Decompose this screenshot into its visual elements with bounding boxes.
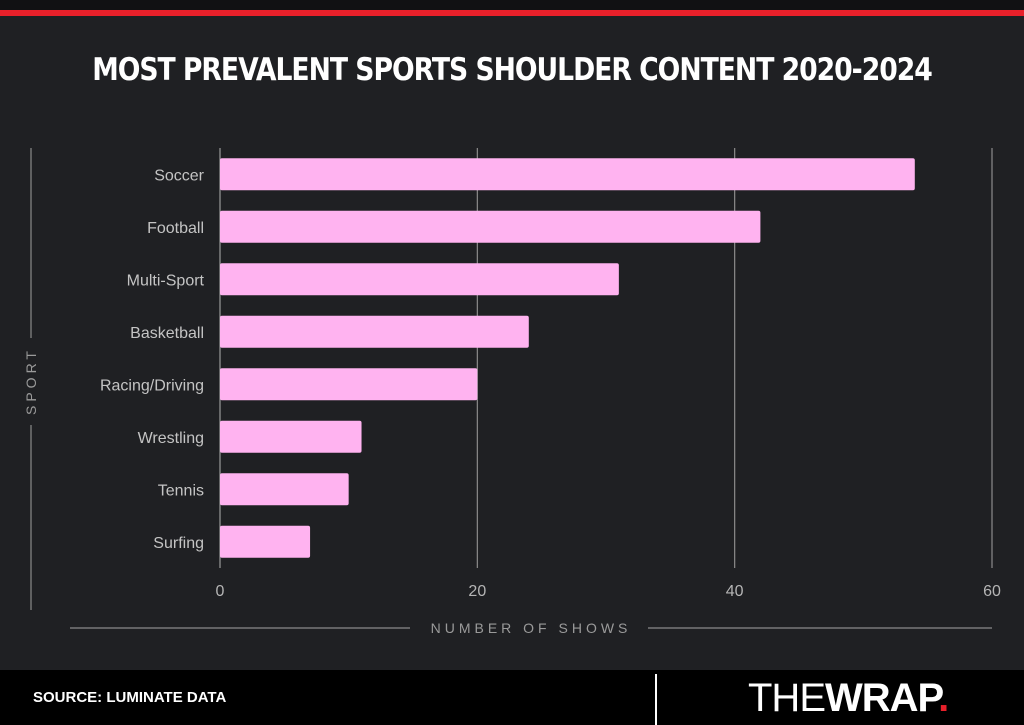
category-labels: Soccer Football Multi-Sport Basketball Racin… xyxy=(100,167,205,552)
category-label: Basketball xyxy=(130,325,204,342)
y-axis-title: SPORT xyxy=(23,347,39,415)
category-label: Wrestling xyxy=(138,430,204,447)
x-tick-label: 60 xyxy=(983,583,1001,600)
bars xyxy=(220,158,915,558)
category-label: Soccer xyxy=(154,167,204,184)
bar-football xyxy=(220,210,761,243)
bar-multi-sport xyxy=(220,263,619,296)
bar-racing-driving xyxy=(220,368,478,401)
bar-tennis xyxy=(220,473,349,506)
source-credit: SOURCE: LUMINATE DATA xyxy=(33,689,227,706)
x-tick-label: 20 xyxy=(468,583,486,600)
x-tick-label: 40 xyxy=(726,583,744,600)
red-accent-bar xyxy=(0,10,1024,16)
x-tick-label: 0 xyxy=(216,583,225,600)
bar-basketball xyxy=(220,315,529,348)
bar-soccer xyxy=(220,158,915,191)
thewrap-logo[interactable]: THEWRAP. xyxy=(748,676,949,720)
chart-title: MOST PREVALENT SPORTS SHOULDER CONTENT 2… xyxy=(92,52,933,88)
category-label: Racing/Driving xyxy=(100,377,204,394)
x-axis-title: NUMBER OF SHOWS xyxy=(431,620,632,636)
top-strip xyxy=(0,0,1024,10)
footer-divider xyxy=(655,674,657,725)
bar-chart: Soccer Football Multi-Sport Basketball Racin… xyxy=(23,148,1001,636)
category-label: Tennis xyxy=(158,482,204,499)
category-label: Football xyxy=(147,220,204,237)
bar-surfing xyxy=(220,525,311,558)
bar-wrestling xyxy=(220,420,362,453)
category-label: Multi-Sport xyxy=(127,272,205,289)
footer: SOURCE: LUMINATE DATA THEWRAP. xyxy=(0,670,1024,725)
category-label: Surfing xyxy=(153,535,204,552)
tick-labels: 0 20 40 60 xyxy=(216,583,1001,600)
